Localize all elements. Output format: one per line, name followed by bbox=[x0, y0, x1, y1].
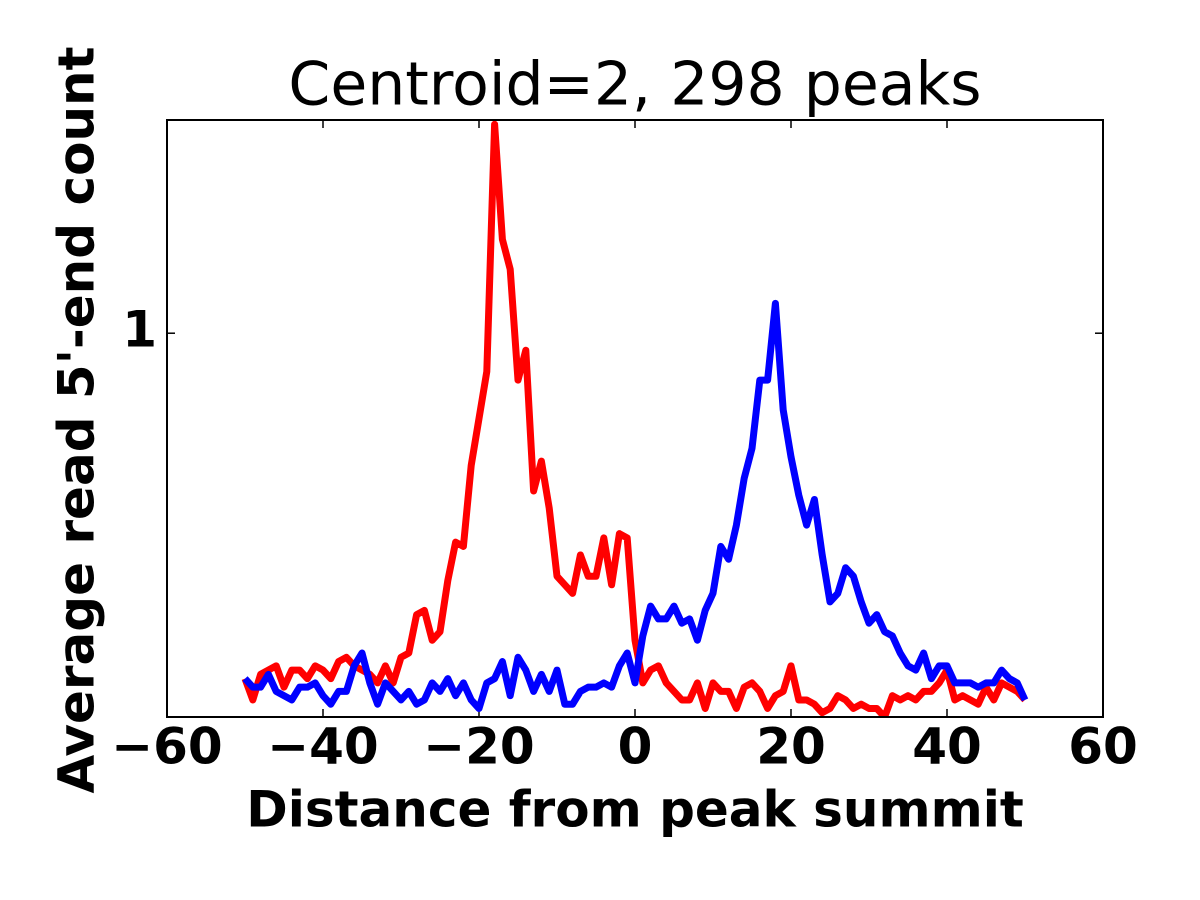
x-tick-label: −20 bbox=[423, 718, 534, 776]
plot-frame bbox=[166, 119, 1104, 718]
x-tick-label: 0 bbox=[618, 718, 653, 776]
x-axis-label: Distance from peak summit bbox=[246, 781, 1024, 839]
line-series bbox=[242, 299, 1029, 712]
y-tick-label: 1 bbox=[122, 301, 157, 359]
x-tick-label: −40 bbox=[267, 718, 378, 776]
y-axis-label: Average read 5'-end count bbox=[48, 46, 106, 793]
chart-title: Centroid=2, 298 peaks bbox=[288, 50, 981, 120]
x-tick-label: −60 bbox=[111, 718, 222, 776]
x-tick-label: 40 bbox=[912, 718, 982, 776]
x-tick-label: 20 bbox=[756, 718, 826, 776]
line-series bbox=[241, 120, 1028, 717]
x-tick-label: 60 bbox=[1068, 718, 1138, 776]
